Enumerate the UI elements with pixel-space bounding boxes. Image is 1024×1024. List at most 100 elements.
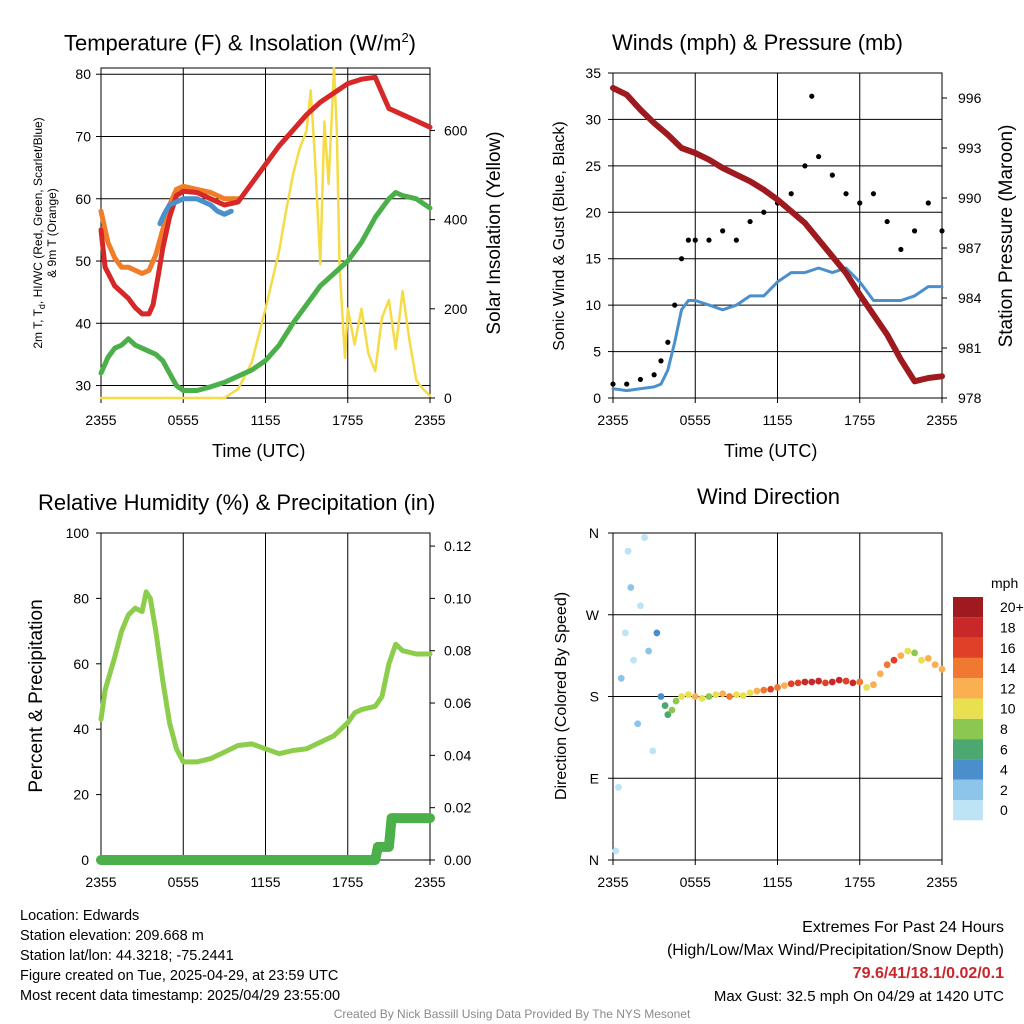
wind-y2tick-label: 993 xyxy=(958,140,982,156)
rh-y2tick-label: 0.00 xyxy=(444,852,471,868)
wdir-point xyxy=(672,697,680,705)
wind-xtick-label: 2355 xyxy=(926,412,957,428)
temp-xlabel: Time (UTC) xyxy=(212,441,306,461)
wind-gust-point xyxy=(672,302,678,308)
rh-y2tick-label: 0.06 xyxy=(444,695,471,711)
temp-ytick-label: 70 xyxy=(75,128,91,144)
temp-xtick-label: 2355 xyxy=(85,412,116,428)
wind-ytick-label: 35 xyxy=(585,65,601,81)
wind-xlabel: Time (UTC) xyxy=(724,441,818,461)
temp-xtick-label: 0555 xyxy=(168,412,199,428)
rh-panel-title: Relative Humidity (%) & Precipitation (i… xyxy=(38,490,436,515)
rh-xtick-label: 1155 xyxy=(250,874,280,890)
wind-gust-point xyxy=(720,228,726,234)
info-elevation: Station elevation: 209.668 m xyxy=(20,928,204,944)
wind-gust-point xyxy=(761,209,767,215)
wind-gust-point xyxy=(706,237,712,243)
rh-ytick-label: 60 xyxy=(73,656,89,672)
temp-xtick-label: 2355 xyxy=(414,412,445,428)
wind-gust-point xyxy=(665,339,671,345)
rh-y2tick-label: 0.12 xyxy=(444,538,471,554)
wind-gust-point xyxy=(733,237,739,243)
wind-y2tick-label: 984 xyxy=(958,290,982,306)
wind-ylabel: Sonic Wind & Gust (Blue, Black) xyxy=(551,121,568,350)
rh-xtick-label: 0555 xyxy=(168,874,199,890)
temp-ylabel-line2: & 9m T (Orange) xyxy=(45,188,59,278)
wdir-point xyxy=(653,629,661,637)
wdir-point xyxy=(657,693,665,700)
wind-gust-point xyxy=(829,172,835,178)
temp-ytick-label: 40 xyxy=(75,315,91,331)
wdir-legend-swatch xyxy=(953,779,983,800)
wind-ytick-label: 20 xyxy=(585,204,601,220)
wdir-point xyxy=(924,654,932,662)
wdir-point xyxy=(649,747,657,755)
rh-xtick-label: 2355 xyxy=(414,874,445,890)
wdir-point xyxy=(664,711,672,719)
temp-ytick-label: 50 xyxy=(75,253,91,269)
wind-gust-point xyxy=(788,191,794,197)
wind-xtick-label: 1755 xyxy=(844,412,875,428)
wdir-legend-label: 4 xyxy=(1000,762,1008,778)
wdir-point xyxy=(684,691,692,699)
temp-series-orange xyxy=(98,183,241,276)
wind-gust-point xyxy=(692,237,698,243)
wdir-point xyxy=(630,656,637,664)
wdir-legend-label: 14 xyxy=(1000,660,1016,676)
wind-ytick-label: 15 xyxy=(585,251,601,267)
temp-series-red xyxy=(98,74,433,317)
wdir-legend-label: 6 xyxy=(1000,741,1008,757)
wdir-point xyxy=(678,693,685,700)
wdir-point xyxy=(705,693,713,700)
wdir-point xyxy=(815,677,823,685)
wdir-legend-swatch xyxy=(953,597,983,618)
wdir-legend-swatch xyxy=(953,759,983,780)
wind-ytick-label: 30 xyxy=(585,111,601,127)
wdir-point xyxy=(645,647,653,655)
wind-gust-point xyxy=(925,200,931,206)
wdir-point xyxy=(842,677,850,685)
wdir-legend-swatch xyxy=(953,678,983,699)
wind-y2tick-label: 996 xyxy=(958,90,982,106)
wind-pressure-line xyxy=(610,85,945,385)
rh-y2tick-label: 0.04 xyxy=(444,747,471,763)
wdir-legend-label: 16 xyxy=(1000,640,1016,656)
wdir-point xyxy=(637,602,644,610)
rh-xtick-label: 1755 xyxy=(332,874,363,890)
wdir-point xyxy=(719,690,727,698)
wind-gust-point xyxy=(898,246,904,253)
wdir-point xyxy=(753,687,761,695)
wind-gust-point xyxy=(685,237,691,243)
wdir-legend-swatch xyxy=(953,718,983,740)
rh-ytick-label: 100 xyxy=(66,525,90,541)
wdir-legend-label: 18 xyxy=(1000,619,1016,635)
wdir-point xyxy=(698,694,706,702)
info-latlon: Station lat/lon: 44.3218; -75.2441 xyxy=(20,948,234,964)
wind-y2tick-label: 981 xyxy=(958,340,982,356)
wind-gust-point xyxy=(816,153,822,160)
wdir-point xyxy=(883,661,891,669)
wdir-point xyxy=(726,693,733,700)
wdir-ytick-label: W xyxy=(586,607,600,623)
temp-xtick-label: 1155 xyxy=(250,412,280,428)
wind-gust-point xyxy=(637,376,644,383)
rh-humidity-line xyxy=(98,589,433,765)
wdir-point xyxy=(774,684,781,691)
wind-ytick-label: 0 xyxy=(593,390,601,406)
wdir-point xyxy=(856,678,864,686)
temp-ytick-label: 60 xyxy=(75,191,91,207)
extremes-gust: Max Gust: 32.5 mph On 04/29 at 1420 UTC xyxy=(713,988,1004,1005)
wind-gust-point xyxy=(843,191,849,197)
wind-ytick-label: 25 xyxy=(585,158,601,174)
wind-y2tick-label: 990 xyxy=(958,190,982,206)
wdir-legend-label: 10 xyxy=(1000,701,1016,717)
wdir-point xyxy=(712,691,720,699)
wdir-point xyxy=(621,629,629,637)
wdir-point xyxy=(739,692,747,699)
wdir-point xyxy=(617,674,625,682)
temp-ylabel: 2m T, Td, HI/WC (Red, Green, Scarlet/Blu… xyxy=(31,117,47,348)
wdir-point xyxy=(822,679,829,687)
wdir-legend-swatch xyxy=(953,800,983,821)
wind-ytick-label: 10 xyxy=(585,297,601,313)
wdir-xtick-label: 1155 xyxy=(762,874,792,890)
